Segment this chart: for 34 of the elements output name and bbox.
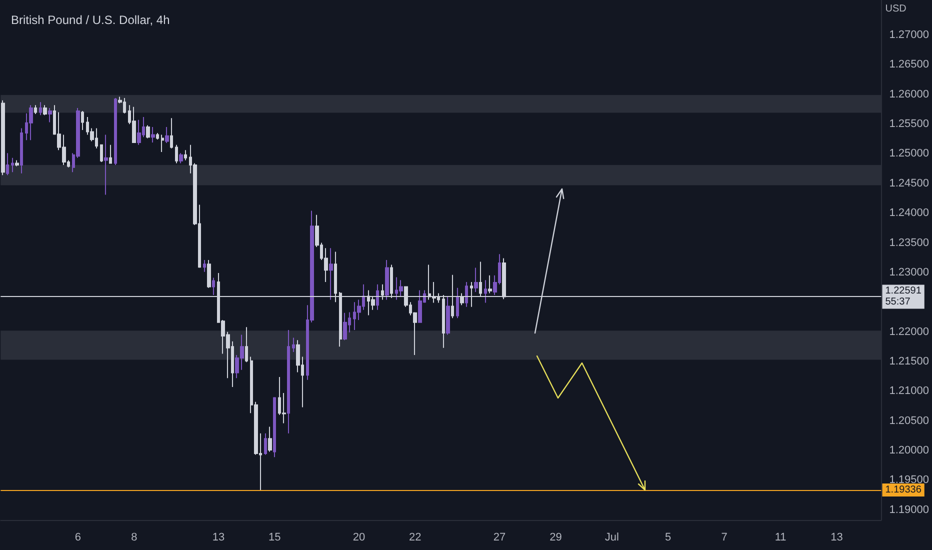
x-tick-label: 8 xyxy=(131,532,138,544)
x-tick-label: 20 xyxy=(352,532,366,544)
y-tick-label: 1.21000 xyxy=(889,385,930,398)
x-tick-label: 7 xyxy=(721,532,728,544)
x-tick-label: 29 xyxy=(550,532,562,544)
text: 55:37 xyxy=(885,296,911,308)
y-tick-label: 1.22000 xyxy=(889,326,930,338)
y-tick-label: 1.21500 xyxy=(889,356,930,368)
y-tick-label: 1.23500 xyxy=(889,236,930,249)
y-tick-label: 1.23000 xyxy=(889,266,930,278)
y-tick-label: 1.20000 xyxy=(889,444,930,457)
x-tick-label: 22 xyxy=(409,532,422,544)
y-tick-label: 1.20500 xyxy=(889,414,930,427)
y-tick-label: 1.25000 xyxy=(889,148,930,160)
y-tick-label: 1.26500 xyxy=(889,58,930,71)
y-tick-label: 1.19500 xyxy=(889,474,930,486)
y-tick-label: 1.24500 xyxy=(889,177,930,190)
text: British Pound / U.S. Dollar, 4h xyxy=(11,13,170,27)
ref-line-label: 1.19336 xyxy=(885,484,922,496)
y-tick-label: 1.27000 xyxy=(889,29,930,42)
y-axis-title: USD xyxy=(885,4,906,14)
x-tick-label: Jul xyxy=(604,532,619,544)
ref-line-label: 1.22591 xyxy=(885,286,922,297)
y-tick-label: 1.25500 xyxy=(889,118,930,130)
y-tick-label: 1.26000 xyxy=(889,88,930,100)
x-tick-label: 13 xyxy=(830,532,843,544)
x-tick-label: 5 xyxy=(665,532,672,544)
x-tick-label: 11 xyxy=(774,532,786,544)
x-tick-label: 13 xyxy=(212,532,225,544)
y-tick-label: 1.19000 xyxy=(889,504,930,516)
x-tick-label: 15 xyxy=(268,532,281,544)
x-tick-label: 27 xyxy=(493,532,506,544)
x-tick-label: 6 xyxy=(74,532,81,544)
y-tick-label: 1.24000 xyxy=(889,207,930,220)
